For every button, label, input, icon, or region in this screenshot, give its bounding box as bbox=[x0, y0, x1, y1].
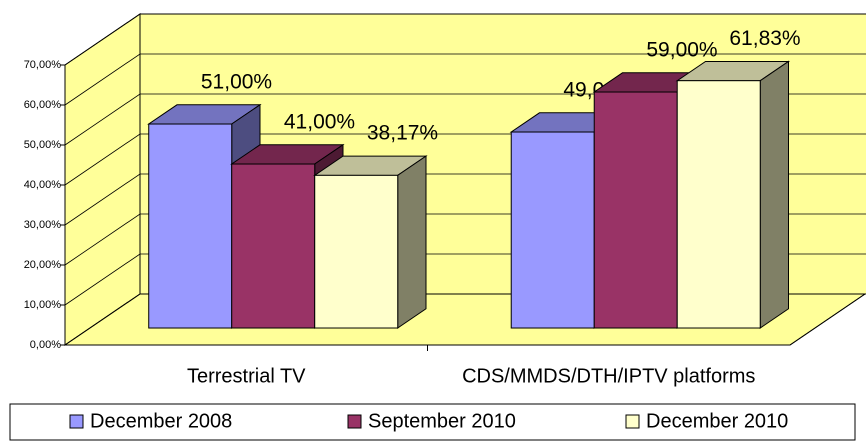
y-tick-label: 20,00% bbox=[24, 259, 62, 271]
x-tick-label: CDS/MMDS/DTH/IPTV platforms bbox=[462, 365, 755, 387]
bar bbox=[314, 174, 399, 329]
y-tick-label: 40,00% bbox=[24, 179, 62, 191]
bar-side bbox=[397, 155, 427, 329]
legend-marker bbox=[625, 414, 640, 429]
grid-line bbox=[64, 53, 866, 106]
legend-marker bbox=[347, 414, 362, 429]
value-label: 61,83% bbox=[729, 27, 800, 50]
y-tick-label: 70,00% bbox=[24, 59, 62, 71]
legend-label: September 2010 bbox=[368, 410, 516, 432]
y-tick-label: 30,00% bbox=[24, 219, 62, 231]
value-label: 38,17% bbox=[367, 122, 438, 145]
bar bbox=[148, 123, 233, 329]
bar bbox=[510, 131, 595, 329]
bar bbox=[593, 91, 678, 329]
x-tick-label: Terrestrial TV bbox=[187, 365, 306, 387]
legend-marker bbox=[69, 414, 84, 429]
y-tick-label: 60,00% bbox=[24, 99, 62, 111]
y-tick-label: 10,00% bbox=[24, 299, 62, 311]
floor-edge bbox=[789, 293, 866, 346]
legend bbox=[9, 403, 856, 441]
legend-label: December 2010 bbox=[646, 410, 788, 432]
y-tick-label: 50,00% bbox=[24, 139, 62, 151]
bar bbox=[676, 80, 761, 329]
y-tick-label: 0,00% bbox=[30, 339, 61, 351]
side-wall bbox=[64, 13, 141, 346]
grid-line bbox=[64, 13, 866, 66]
value-label: 51,00% bbox=[201, 70, 272, 93]
legend-label: December 2008 bbox=[90, 410, 232, 432]
bar bbox=[231, 163, 316, 329]
bar-side bbox=[759, 60, 789, 329]
value-label: 59,00% bbox=[646, 38, 717, 61]
value-label: 41,00% bbox=[284, 110, 355, 133]
